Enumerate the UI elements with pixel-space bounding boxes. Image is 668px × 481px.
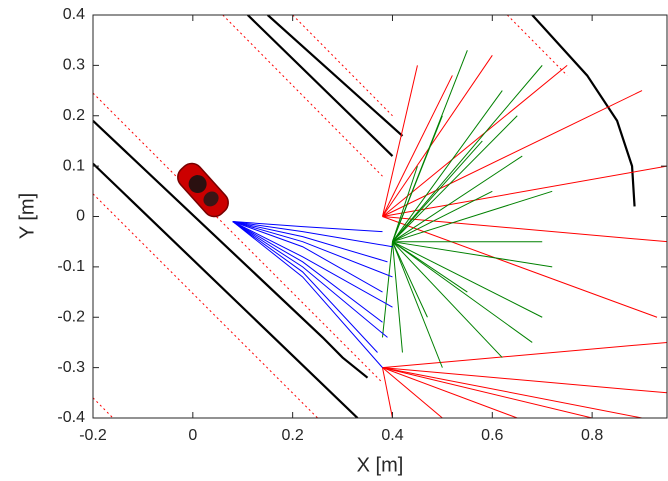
trajectory [391, 241, 403, 353]
trajectory [232, 221, 388, 338]
x-tick-label: 0.4 [381, 427, 403, 444]
trajectory [392, 115, 518, 243]
trajectory [392, 190, 493, 243]
trajectory [292, 15, 393, 117]
car-icon [177, 162, 229, 218]
trajectory [382, 367, 593, 418]
trajectory [381, 241, 393, 338]
trajectory [93, 92, 383, 384]
trajectory [392, 241, 428, 318]
trajectory [382, 55, 493, 217]
trajectory [392, 140, 483, 243]
trajectory [232, 221, 378, 353]
trajectory [382, 216, 667, 243]
trajectory [382, 65, 418, 217]
trajectory [232, 221, 383, 293]
trajectory [232, 221, 393, 308]
y-tick-label: 0 [76, 208, 85, 225]
trajectory [246, 15, 394, 157]
axes-box [92, 14, 668, 419]
trajectory [382, 367, 643, 418]
trajectory [232, 221, 393, 278]
trajectory [392, 165, 418, 242]
trajectory [382, 367, 667, 394]
x-tick-label: -0.2 [79, 427, 107, 444]
trajectory [232, 221, 383, 368]
trajectory [93, 119, 369, 379]
y-tick-label: -0.3 [57, 359, 85, 376]
trajectory [392, 241, 443, 368]
y-tick-label: 0.2 [63, 107, 85, 124]
x-tick-label: 0 [188, 427, 197, 444]
trajectory [392, 190, 553, 243]
x-tick-label: 0.2 [282, 427, 304, 444]
trajectory [266, 15, 404, 137]
y-tick-label: -0.2 [57, 308, 85, 325]
trajectory [382, 75, 453, 217]
trajectory [392, 241, 503, 358]
trajectory [232, 221, 383, 233]
y-tick-label: 0.1 [63, 157, 85, 174]
trajectory [93, 162, 359, 418]
y-tick-label: -0.4 [57, 409, 85, 426]
trajectory [382, 341, 667, 369]
y-tick-label: 0.4 [63, 6, 85, 23]
y-tick-label: 0.3 [63, 57, 85, 74]
trajectory [392, 115, 443, 242]
plot-area [93, 15, 667, 418]
trajectory [392, 155, 523, 243]
trajectory [392, 90, 503, 242]
x-tick-label: 0.6 [481, 427, 503, 444]
trajectory [382, 90, 643, 217]
x-axis-label: X [m] [357, 454, 404, 476]
trajectory [392, 241, 553, 268]
x-tick-label: 0.8 [581, 427, 603, 444]
trajectory [93, 397, 114, 418]
trajectory [392, 241, 543, 318]
trajectory [382, 165, 667, 217]
y-axis-label: Y [m] [16, 193, 38, 239]
trajectory [392, 65, 543, 243]
trajectory [232, 221, 393, 248]
trajectory [382, 367, 443, 418]
trajectory [232, 221, 388, 263]
trajectory [382, 64, 568, 217]
trajectory [382, 367, 518, 418]
trajectory [392, 241, 533, 343]
trajectory [506, 15, 568, 76]
trajectory [382, 367, 393, 418]
trajectory [232, 221, 383, 323]
trajectory [531, 15, 636, 207]
trajectory [382, 216, 658, 318]
y-tick-label: -0.1 [57, 258, 85, 275]
